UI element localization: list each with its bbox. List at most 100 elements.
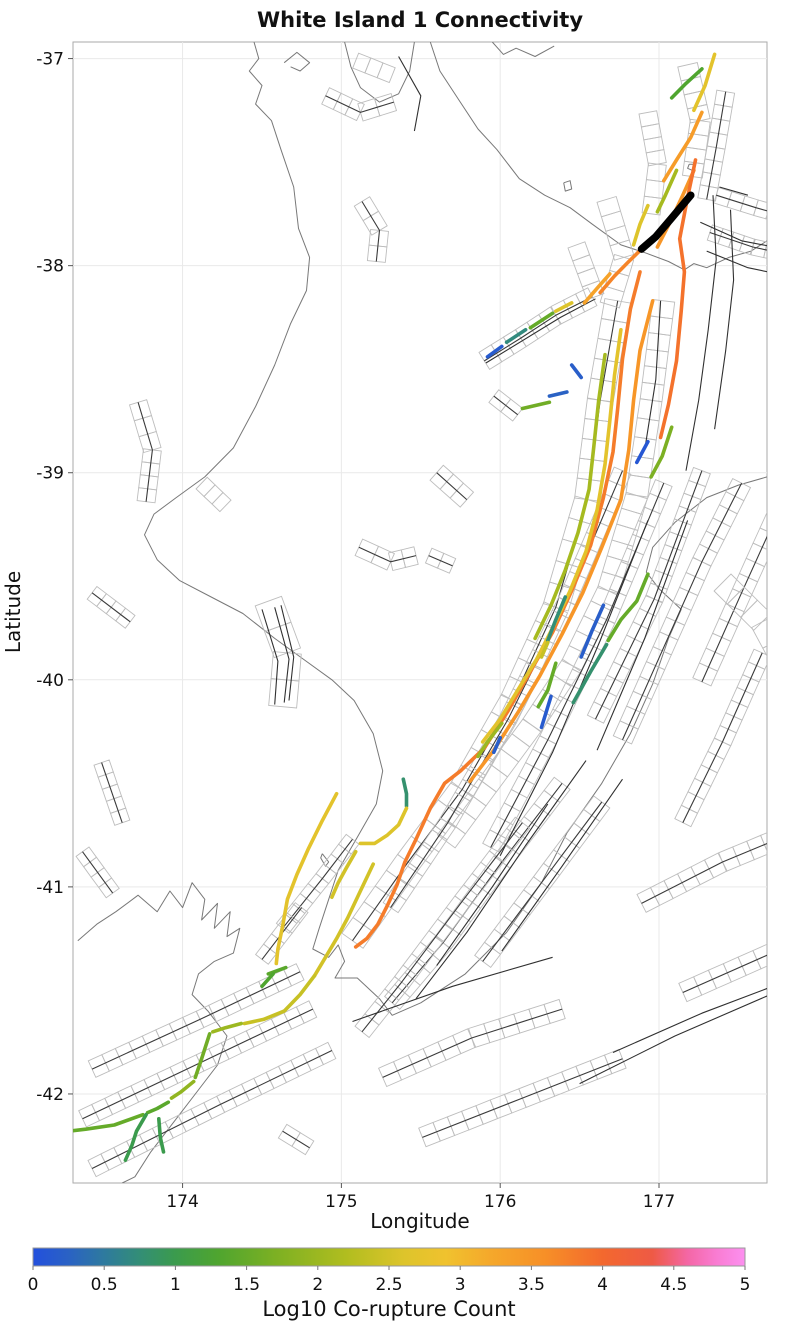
fault-subsection-polygon <box>686 103 711 124</box>
y-tick-label--40: -40 <box>36 671 64 691</box>
x-tick-label-174: 174 <box>166 1192 198 1212</box>
fault-subsection-polygon <box>543 998 566 1024</box>
fault-trace-on-ribbon <box>282 838 353 929</box>
gridlines-layer <box>73 42 767 1183</box>
x-tick-label-177: 177 <box>643 1192 675 1212</box>
fault-subsection-polygon <box>499 701 524 724</box>
colorbar-tick-label-1.5: 1.5 <box>233 1275 260 1295</box>
co-rupture-line-3 <box>655 168 679 214</box>
fault-trace-on-ribbon <box>382 1008 563 1078</box>
fault-subsection-polygon <box>436 552 457 574</box>
co-rupture-line-9 <box>353 270 642 949</box>
fault-trace-on-ribbon <box>82 851 114 894</box>
co-rupture-line-7 <box>582 272 612 305</box>
fault-trace-on-ribbon <box>701 535 767 683</box>
fault-subsection-polygon <box>434 922 462 950</box>
fault-trace-1 <box>714 209 735 430</box>
fault-subsection-polygon <box>586 701 611 724</box>
fault-trace-18 <box>644 300 662 450</box>
fault-subsection-polygon <box>362 210 388 236</box>
fault-subsection-polygon <box>775 824 797 848</box>
fault-subsection-polygon <box>382 889 407 914</box>
fault-trace-on-ribbon <box>706 91 727 200</box>
x-tick-label-176: 176 <box>484 1192 516 1212</box>
fault-subsection-polygon <box>286 902 309 924</box>
y-tick-label--37: -37 <box>36 50 64 70</box>
fault-trace-16 <box>280 605 295 701</box>
fault-trace-on-ribbon <box>101 762 123 823</box>
colorbar-tick-label-2: 2 <box>312 1275 323 1295</box>
co-rupture-line-39 <box>193 1032 212 1080</box>
fault-subsection-polygon <box>674 804 699 828</box>
co-rupture-line-11 <box>480 327 623 744</box>
fault-trace-0 <box>685 195 717 471</box>
colorbar-tick-label-1: 1 <box>170 1275 181 1295</box>
co-rupture-line-21 <box>634 439 650 465</box>
fault-trace-2 <box>700 221 767 247</box>
co-rupture-line-13 <box>553 301 574 314</box>
co-rupture-line-22 <box>606 572 650 643</box>
fault-subsection-polygon <box>439 804 464 828</box>
fault-subsection-polygon <box>766 511 767 514</box>
co-rupture-line-32 <box>358 806 409 846</box>
fault-subsection-polygon <box>641 365 667 386</box>
fault-subsection-polygon <box>136 487 158 504</box>
fault-trace-on-ribbon <box>641 842 767 904</box>
fault-subsection-polygon <box>759 512 767 532</box>
fault-trace-on-ribbon <box>82 1008 314 1120</box>
fault-trace-3 <box>706 250 767 273</box>
fault-subsection-polygon <box>567 241 591 262</box>
fault-subsection-polygon <box>763 241 767 259</box>
co-rupture-line-10 <box>468 298 655 784</box>
fault-subsection-polygon <box>612 720 639 745</box>
fault-trace-on-ribbon <box>422 1058 623 1138</box>
co-rupture-line-17 <box>569 363 584 380</box>
fault-trace-on-ribbon <box>716 194 767 212</box>
colorbar-label: Log10 Co-rupture Count <box>262 1297 515 1321</box>
fault-subsection-polygon <box>364 57 384 79</box>
fault-subsection-polygon <box>366 244 388 263</box>
co-rupture-line-27 <box>536 661 558 709</box>
fault-subsection-polygon <box>645 582 668 603</box>
fault-subsection-polygon <box>697 184 719 202</box>
fault-subsection-polygon <box>254 595 292 633</box>
fault-subsection-polygon <box>211 491 232 513</box>
fault-trace-on-ribbon <box>137 402 153 502</box>
fault-trace-on-ribbon <box>391 782 563 1004</box>
fault-trace-17 <box>261 609 279 705</box>
fault-subsection-polygon <box>283 963 305 987</box>
fault-subsection-polygon <box>138 430 162 454</box>
fault-subsection-polygon <box>752 943 767 970</box>
plot-border <box>72 41 768 1184</box>
fault-subsection-polygon <box>373 92 398 117</box>
y-axis-ticks: -37 -38 -39 -40 -41 -42 <box>36 50 73 1105</box>
colorbar-tick-label-2.5: 2.5 <box>375 1275 402 1295</box>
colorbar-tick-label-3.5: 3.5 <box>518 1275 545 1295</box>
fault-trace-on-ribbon <box>682 652 763 823</box>
fault-trace-on-ribbon <box>428 555 453 567</box>
fault-subsection-polygon <box>648 315 674 336</box>
colorbar-tick-label-0: 0 <box>28 1275 39 1295</box>
x-axis-label: Longitude <box>370 1209 469 1233</box>
fault-subsection-polygon <box>352 52 372 74</box>
co-rupture-line-36 <box>266 965 288 976</box>
fault-subsection-polygon <box>760 832 767 852</box>
co-rupture-line-43 <box>123 1112 148 1162</box>
co-rupture-line-33 <box>330 849 358 900</box>
fault-trace-13 <box>579 995 767 1085</box>
co-rupture-line-31 <box>401 777 409 808</box>
co-rupture-lines-layer <box>73 52 717 1162</box>
fault-subsection-polygon <box>474 941 502 969</box>
fault-trace-5 <box>398 56 422 132</box>
fault-subsection-polygon <box>315 1041 337 1066</box>
fault-subsection-polygon <box>681 160 705 179</box>
fault-trace-11 <box>612 987 767 1054</box>
x-axis-ticks: 174 175 176 177 <box>166 1183 675 1212</box>
fault-subsection-polygon <box>692 662 719 687</box>
fault-subsection-polygon <box>500 733 531 763</box>
fault-subsection-polygon <box>542 581 576 612</box>
fault-subsection-polygon <box>620 491 648 516</box>
fault-subsection-polygon <box>750 238 767 259</box>
colorbar-tick-label-4.5: 4.5 <box>660 1275 687 1295</box>
fault-subsection-polygon <box>270 651 302 682</box>
